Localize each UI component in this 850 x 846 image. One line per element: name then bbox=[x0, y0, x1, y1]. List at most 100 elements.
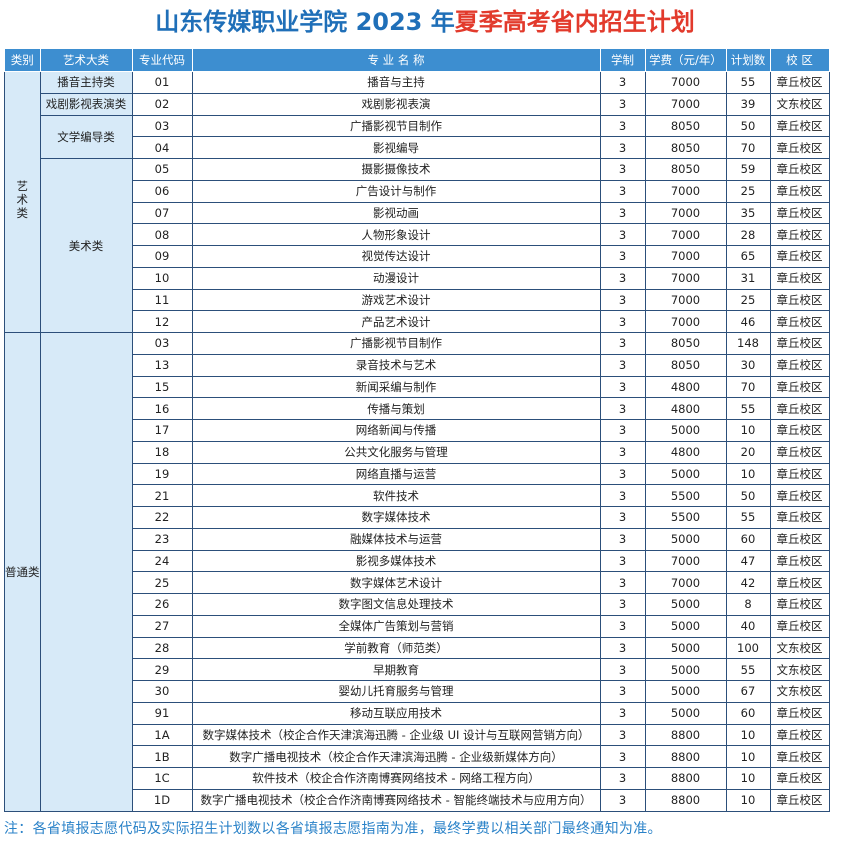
cell-name: 广告设计与制作 bbox=[191, 179, 601, 203]
cell-plan: 10 bbox=[725, 745, 771, 768]
cell-code: 16 bbox=[131, 397, 193, 420]
table-row: 文学编导类 03 广播影视节目制作 3 8050 50 章丘校区 bbox=[5, 114, 830, 159]
cell-name: 数字媒体技术 bbox=[191, 506, 601, 529]
table-row: 13 录音技术与艺术 3 8050 30 章丘校区 bbox=[5, 353, 830, 377]
table-row: 09 视觉传达设计 3 7000 65 章丘校区 bbox=[5, 245, 830, 268]
table-row: 美术类 05 摄影摄像技术 3 8050 59 章丘校区 bbox=[5, 158, 830, 333]
cell-plan: 28 bbox=[725, 223, 771, 246]
cell-code: 03 bbox=[131, 332, 193, 355]
cell-plan: 55 bbox=[725, 397, 771, 420]
cell-years: 3 bbox=[599, 310, 646, 333]
cell-years: 3 bbox=[599, 636, 646, 660]
header-campus: 校 区 bbox=[769, 48, 830, 72]
cell-years: 3 bbox=[599, 680, 646, 703]
cell-plan: 10 bbox=[725, 788, 771, 812]
cell-plan: 10 bbox=[725, 419, 771, 442]
cell-years: 3 bbox=[599, 158, 646, 181]
cell-campus: 章丘校区 bbox=[769, 353, 830, 377]
cell-years: 3 bbox=[599, 658, 646, 681]
cell-campus: 章丘校区 bbox=[769, 136, 830, 159]
cell-name: 动漫设计 bbox=[191, 266, 601, 290]
cell-code: 06 bbox=[131, 179, 193, 203]
cell-years: 3 bbox=[599, 767, 646, 790]
cell-name: 新闻采编与制作 bbox=[191, 375, 601, 399]
cell-fee: 7000 bbox=[644, 310, 727, 333]
table-row: 艺术类 播音主持类 01 播音与主持 3 7000 55 章丘校区 bbox=[4, 71, 830, 333]
art-group-cell: 文学编导类 bbox=[39, 114, 133, 159]
cell-years: 3 bbox=[599, 745, 646, 768]
cell-code: 15 bbox=[131, 375, 193, 399]
cell-plan: 60 bbox=[725, 701, 771, 725]
cell-fee: 7000 bbox=[644, 179, 727, 203]
cell-plan: 46 bbox=[725, 310, 771, 333]
cell-fee: 7000 bbox=[644, 245, 727, 268]
table-row: 27 全媒体广告策划与营销 3 5000 40 章丘校区 bbox=[5, 614, 830, 638]
cell-plan: 40 bbox=[725, 614, 771, 638]
cell-fee: 7000 bbox=[644, 571, 727, 594]
cell-plan: 47 bbox=[725, 549, 771, 573]
title-part-1: 山东传媒职业学院 2023 年 bbox=[155, 8, 455, 36]
table-row: 25 数字媒体艺术设计 3 7000 42 章丘校区 bbox=[5, 571, 830, 594]
cell-years: 3 bbox=[599, 179, 646, 203]
cell-code: 11 bbox=[131, 288, 193, 312]
cell-plan: 20 bbox=[725, 440, 771, 464]
table-row: 戏剧影视表演类 02 戏剧影视表演 3 7000 39 文东校区 bbox=[5, 92, 830, 116]
cell-code: 1D bbox=[131, 788, 193, 812]
cell-campus: 章丘校区 bbox=[769, 419, 830, 442]
cell-campus: 文东校区 bbox=[769, 636, 830, 660]
cell-code: 07 bbox=[131, 201, 193, 225]
header-row: 类别 艺术大类 专业代码 专 业 名 称 学制 学费（元/年） 计划数 校 区 bbox=[4, 48, 830, 72]
cell-name: 广播影视节目制作 bbox=[191, 332, 601, 355]
cell-name: 数字广播电视技术（校企合作天津滨海迅腾 - 企业级新媒体方向） bbox=[191, 745, 601, 768]
cell-years: 3 bbox=[599, 614, 646, 638]
table-row: 23 融媒体技术与运营 3 5000 60 章丘校区 bbox=[5, 527, 830, 551]
cell-plan: 10 bbox=[725, 462, 771, 486]
cell-name: 公共文化服务与管理 bbox=[191, 440, 601, 464]
cell-campus: 文东校区 bbox=[769, 92, 830, 116]
cell-code: 18 bbox=[131, 440, 193, 464]
cell-code: 02 bbox=[131, 92, 193, 116]
cell-fee: 7000 bbox=[644, 549, 727, 573]
cell-years: 3 bbox=[599, 527, 646, 551]
cell-plan: 55 bbox=[725, 71, 771, 94]
cell-code: 17 bbox=[131, 419, 193, 442]
cell-code: 30 bbox=[131, 680, 193, 703]
cell-fee: 5000 bbox=[644, 680, 727, 703]
category-cell: 艺术类 bbox=[4, 71, 41, 333]
cell-years: 3 bbox=[599, 462, 646, 486]
header-category: 类别 bbox=[4, 48, 41, 72]
cell-fee: 4800 bbox=[644, 440, 727, 464]
category-label: 艺术类 bbox=[15, 180, 30, 221]
cell-years: 3 bbox=[599, 201, 646, 225]
table-row: 11 游戏艺术设计 3 7000 25 章丘校区 bbox=[5, 288, 830, 312]
cell-plan: 70 bbox=[725, 136, 771, 159]
table-row: 29 早期教育 3 5000 55 文东校区 bbox=[5, 658, 830, 681]
cell-campus: 章丘校区 bbox=[769, 440, 830, 464]
cell-fee: 5000 bbox=[644, 593, 727, 616]
cell-code: 05 bbox=[131, 158, 193, 181]
cell-plan: 59 bbox=[725, 158, 771, 181]
cell-fee: 8050 bbox=[644, 136, 727, 159]
cell-fee: 5000 bbox=[644, 462, 727, 486]
cell-name: 数字媒体艺术设计 bbox=[191, 571, 601, 594]
cell-name: 移动互联应用技术 bbox=[191, 701, 601, 725]
cell-fee: 7000 bbox=[644, 223, 727, 246]
cell-campus: 章丘校区 bbox=[769, 201, 830, 225]
cell-campus: 章丘校区 bbox=[769, 71, 830, 94]
cell-name: 数字媒体技术（校企合作天津滨海迅腾 - 企业级 UI 设计与互联网营销方向） bbox=[191, 723, 601, 747]
table-row: 1C 软件技术（校企合作济南博赛网络技术 - 网络工程方向） 3 8800 10 章丘校区 bbox=[5, 767, 830, 790]
cell-years: 3 bbox=[599, 375, 646, 399]
cell-campus: 章丘校区 bbox=[769, 767, 830, 790]
cell-years: 3 bbox=[599, 419, 646, 442]
cell-campus: 章丘校区 bbox=[769, 701, 830, 725]
cell-code: 23 bbox=[131, 527, 193, 551]
cell-name: 数字图文信息处理技术 bbox=[191, 593, 601, 616]
cell-campus: 章丘校区 bbox=[769, 484, 830, 507]
cell-plan: 50 bbox=[725, 484, 771, 507]
header-major-name: 专 业 名 称 bbox=[191, 48, 601, 72]
art-group-cell: 播音主持类 bbox=[39, 71, 133, 94]
cell-code: 91 bbox=[131, 701, 193, 725]
cell-campus: 章丘校区 bbox=[769, 593, 830, 616]
cell-name: 戏剧影视表演 bbox=[191, 92, 601, 116]
cell-years: 3 bbox=[599, 92, 646, 116]
